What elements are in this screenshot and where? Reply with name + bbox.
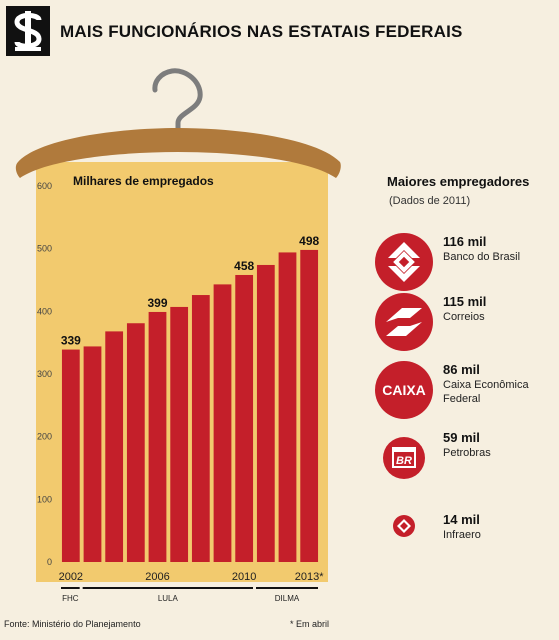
employer-name: Caixa Econômica Federal	[443, 379, 529, 405]
employer-item: 14 mil Infraero	[370, 510, 555, 560]
banco-do-brasil-logo-icon	[375, 233, 433, 291]
x-tick-label: 2002	[59, 571, 83, 583]
employer-value: 116 mil	[443, 234, 487, 249]
x-tick-label: 2010	[232, 571, 256, 583]
y-tick-label: 0	[47, 557, 52, 567]
employer-name: Banco do Brasil	[443, 251, 521, 263]
x-tick-label: 2006	[145, 571, 169, 583]
y-tick-label: 500	[37, 244, 52, 254]
employer-value: 59 mil	[443, 430, 480, 445]
bar-2007	[170, 306, 189, 562]
page-title: MAIS FUNCIONÁRIOS NAS ESTATAIS FEDERAIS	[60, 22, 463, 41]
employer-value: 14 mil	[443, 512, 480, 527]
bar-2010	[235, 274, 254, 562]
employer-name: Infraero	[443, 529, 481, 541]
employers-subtitle: (Dados de 2011)	[389, 195, 471, 207]
data-label: 399	[147, 296, 167, 310]
employer-item: BR 59 mil Petrobras	[370, 428, 555, 479]
y-tick-label: 100	[37, 494, 52, 504]
y-tick-label: 600	[37, 181, 52, 191]
data-label: 498	[299, 234, 319, 248]
infraero-logo-icon	[393, 515, 415, 537]
employer-item: 116 mil Banco do Brasil	[370, 232, 555, 291]
bar-2009	[213, 284, 232, 562]
correios-logo-icon	[375, 293, 433, 351]
bar-2006	[148, 311, 167, 562]
bar-2002	[61, 349, 80, 562]
employer-value: 115 mil	[443, 294, 487, 309]
employer-value: 86 mil	[443, 362, 480, 377]
petrobras-logo-icon: BR	[383, 437, 425, 479]
caixa-logo-text: CAIXA	[382, 382, 426, 398]
bar-2004	[105, 331, 124, 562]
chart-title: Milhares de empregados	[73, 174, 214, 188]
data-label: 339	[61, 334, 81, 348]
y-tick-label: 200	[37, 432, 52, 442]
footnote: * Em abril	[290, 619, 330, 629]
petrobras-logo-text: BR	[396, 455, 412, 467]
bar-2013	[300, 249, 319, 563]
employer-item: 115 mil Correios	[370, 292, 555, 351]
employers-title: Maiores empregadores	[387, 174, 530, 189]
period-label: FHC	[62, 594, 79, 603]
y-tick-label: 400	[37, 306, 52, 316]
bar-2005	[126, 323, 145, 562]
source-note: Fonte: Ministério do Planejamento	[4, 619, 141, 629]
newspaper-logo	[6, 6, 50, 56]
data-label: 458	[234, 259, 254, 273]
employer-item: CAIXA 86 mil Caixa Econômica Federal	[370, 360, 555, 419]
caixa-logo-icon: CAIXA	[375, 361, 433, 419]
hanger-bar	[15, 128, 341, 178]
bar-2011	[256, 264, 275, 562]
y-tick-label: 300	[37, 369, 52, 379]
bar-2003	[83, 346, 102, 562]
employer-name: Petrobras	[443, 447, 491, 459]
period-label: LULA	[158, 594, 179, 603]
bar-2012	[278, 252, 297, 562]
hanger-hook	[152, 68, 203, 135]
employer-name: Correios	[443, 311, 485, 323]
period-label: DILMA	[275, 594, 300, 603]
x-tick-label: 2013*	[295, 571, 324, 583]
dollar-sign-logo-icon	[14, 11, 42, 51]
bar-2008	[191, 295, 210, 562]
